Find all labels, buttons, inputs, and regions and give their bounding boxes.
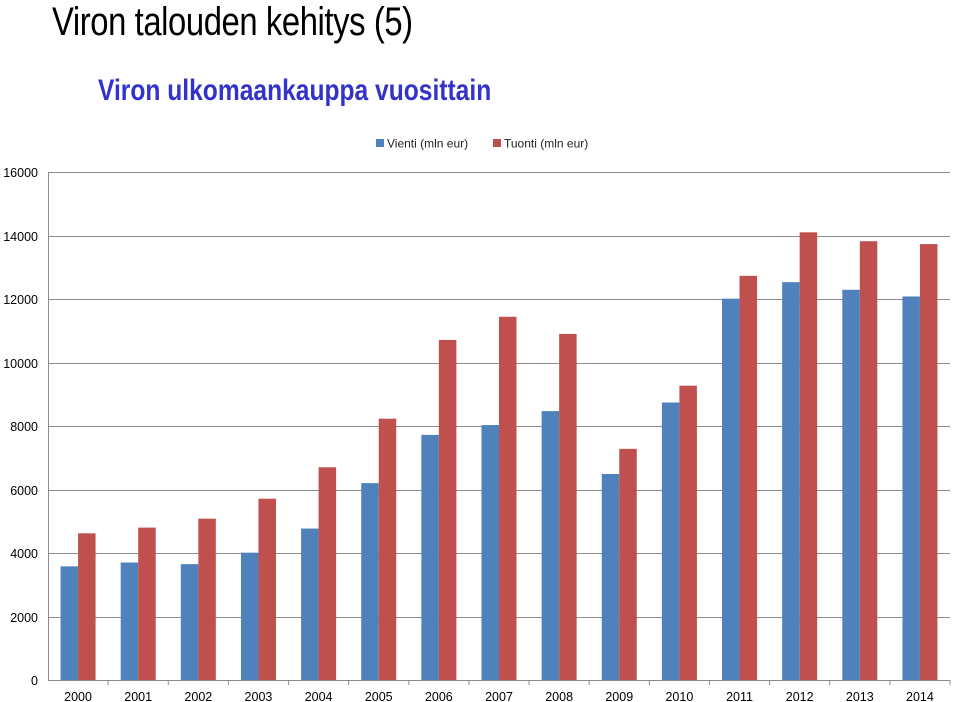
bar-vienti	[421, 434, 439, 680]
bar-tuonti	[739, 275, 758, 680]
y-tick-label: 0	[31, 674, 38, 688]
x-tick-label: 2014	[906, 690, 934, 702]
x-tick-label: 2008	[545, 690, 573, 702]
bar-vienti	[661, 402, 680, 680]
bar-tuonti	[919, 244, 938, 680]
y-tick-label: 14000	[3, 230, 38, 244]
bar-vienti	[902, 296, 920, 680]
bar-tuonti	[78, 533, 96, 680]
bar-vienti	[180, 564, 199, 680]
bar-vienti	[722, 298, 740, 680]
x-tick-label: 2003	[245, 690, 273, 702]
bar-vienti	[60, 566, 79, 680]
bar-tuonti	[799, 232, 818, 680]
bar-tuonti	[378, 418, 397, 680]
x-tick-label: 2009	[605, 690, 633, 702]
bar-vienti	[541, 411, 560, 680]
bar-vienti	[601, 473, 620, 680]
y-tick-label: 6000	[10, 484, 38, 498]
bar-vienti	[782, 282, 800, 680]
bar-tuonti	[258, 498, 276, 680]
y-axis: 0 2000 4000 6000 8000 10000 12000 14000 16000	[3, 166, 49, 688]
legend-label-vienti: Vienti (mln eur)	[387, 137, 468, 151]
bar-tuonti	[438, 339, 457, 680]
x-axis: 2000 2001 2002 2003 2004 2005 2006 2007 2008 2009…	[48, 680, 951, 702]
bar-tuonti	[679, 385, 697, 680]
y-tick-label: 2000	[10, 611, 38, 625]
bar-tuonti	[318, 467, 337, 680]
bar-tuonti	[559, 333, 577, 680]
legend-swatch-vienti	[376, 139, 384, 147]
chart-title: Viron ulkomaankauppa vuosittain	[98, 74, 492, 107]
legend-label-tuonti: Tuonti (mln eur)	[504, 137, 588, 151]
y-tick-label: 12000	[3, 293, 38, 307]
x-tick-label: 2013	[846, 690, 874, 702]
x-tick-label: 2005	[365, 690, 393, 702]
x-tick-label: 2006	[425, 690, 453, 702]
x-tick-label: 2011	[726, 690, 753, 702]
bar-tuonti	[198, 518, 216, 680]
x-tick-label: 2010	[665, 690, 693, 702]
page-title: Viron talouden kehitys (5)	[52, 0, 413, 44]
bar-vienti	[301, 528, 319, 680]
x-tick-label: 2004	[305, 690, 333, 702]
x-tick-label: 2001	[124, 690, 152, 702]
x-tick-label: 2000	[64, 690, 92, 702]
legend: Vienti (mln eur) Tuonti (mln eur)	[376, 137, 588, 151]
y-tick-label: 4000	[10, 547, 38, 561]
bar-vienti	[120, 562, 139, 680]
bar-tuonti	[499, 316, 517, 680]
bars	[60, 232, 938, 680]
legend-swatch-tuonti	[493, 139, 501, 147]
y-tick-label: 16000	[3, 166, 38, 180]
y-tick-label: 10000	[3, 357, 38, 371]
bar-tuonti	[619, 448, 637, 680]
bar-vienti	[842, 289, 860, 680]
bar-vienti	[361, 483, 379, 680]
bar-vienti	[481, 425, 499, 680]
x-tick-label: 2002	[184, 690, 212, 702]
bar-vienti	[240, 552, 259, 680]
x-tick-label: 2012	[786, 690, 814, 702]
y-tick-label: 8000	[10, 420, 38, 434]
bar-tuonti	[859, 241, 878, 680]
x-tick-label: 2007	[485, 690, 513, 702]
bar-tuonti	[138, 527, 156, 680]
